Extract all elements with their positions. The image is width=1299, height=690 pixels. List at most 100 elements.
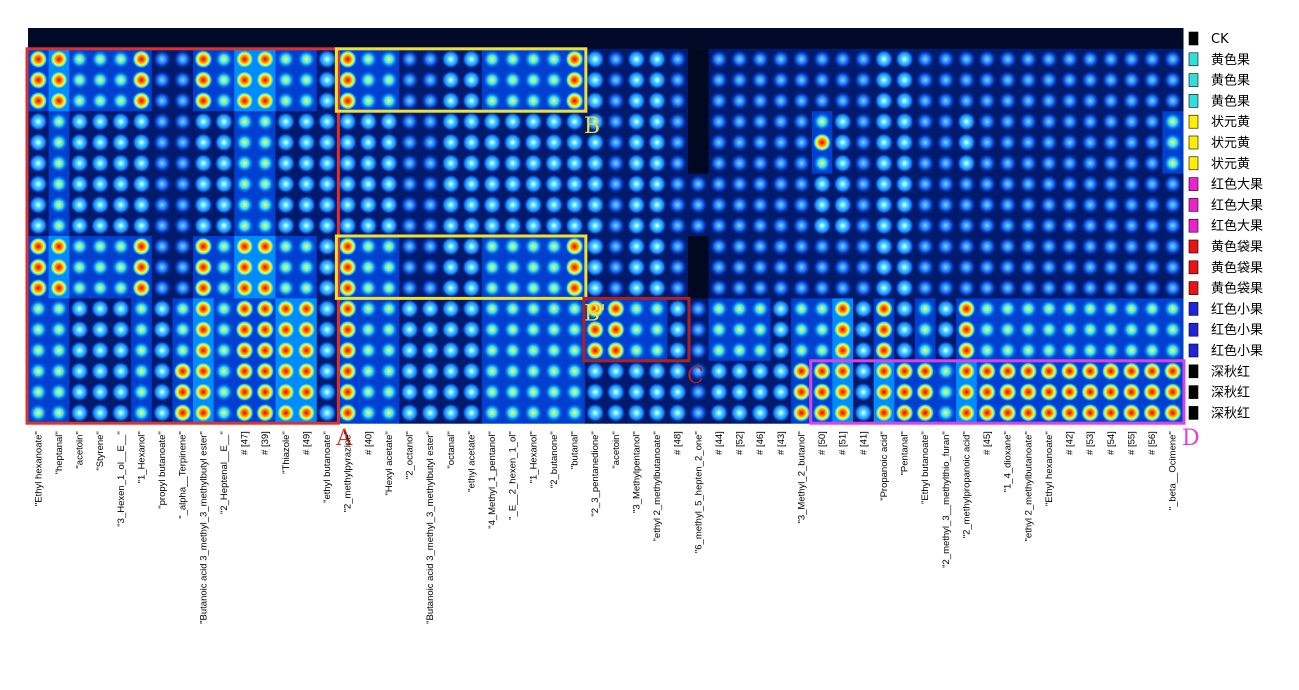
heatmap-spot [400, 361, 419, 381]
heatmap-spot [936, 112, 956, 131]
heatmap-spot [647, 257, 667, 277]
heatmap-spot [977, 341, 997, 360]
heatmap-spot [90, 299, 110, 319]
heatmap-spot [379, 112, 399, 131]
heatmap-spot [585, 133, 605, 152]
heatmap-spot [689, 382, 708, 402]
column-label: "2_methylpropanoic acid" [961, 431, 972, 538]
heatmap-spot [338, 299, 357, 319]
heatmap-spot [1142, 299, 1162, 319]
heatmap-spot [915, 174, 935, 194]
heatmap-spot [606, 237, 626, 256]
row-legend-label: 深秋红 [1211, 405, 1250, 421]
heatmap-spot [317, 70, 337, 90]
heatmap-spot [915, 257, 935, 277]
heatmap-spot [1122, 112, 1141, 131]
heatmap-spot [730, 257, 749, 277]
heatmap-spot [998, 91, 1017, 111]
heatmap-spot [709, 361, 729, 381]
heatmap-spot [194, 382, 213, 402]
heatmap-spot [998, 133, 1017, 152]
heatmap-spot [792, 216, 811, 235]
heatmap-spot [70, 70, 89, 90]
column-label: "Hexyl acetate" [384, 431, 395, 495]
heatmap-spot [792, 237, 811, 256]
heatmap-spot [957, 278, 976, 298]
column-label: # [46] [755, 431, 766, 455]
heatmap-spot [750, 91, 770, 111]
heatmap-spot [647, 216, 667, 235]
heatmap-spot [255, 382, 275, 402]
heatmap-spot [255, 299, 275, 319]
heatmap-spot [606, 153, 626, 173]
heatmap-spot [792, 49, 811, 69]
heatmap-spot [1101, 237, 1121, 256]
heatmap-spot [194, 216, 213, 235]
heatmap-spot [1039, 257, 1059, 277]
heatmap-spot [915, 153, 935, 173]
heatmap-spot [585, 299, 605, 319]
heatmap-spot [730, 133, 749, 152]
heatmap-spot [482, 278, 502, 298]
heatmap-spot [854, 112, 873, 131]
heatmap-spot [359, 341, 378, 360]
heatmap-spot [400, 91, 419, 111]
heatmap-cell [976, 28, 998, 50]
heatmap-spot [111, 403, 131, 423]
column-label: "1_Hexanol" [528, 431, 539, 483]
column-label: # [40] [363, 431, 374, 455]
heatmap-spot [771, 278, 791, 298]
heatmap-spot [647, 133, 667, 152]
heatmap-cell [791, 28, 813, 50]
heatmap-spot [359, 174, 378, 194]
heatmap-spot [503, 278, 522, 298]
heatmap-spot [668, 216, 687, 235]
heatmap-spot [730, 237, 749, 256]
heatmap-spot [606, 403, 626, 423]
heatmap-spot [750, 133, 770, 152]
heatmap-spot [565, 112, 584, 131]
heatmap-spot [1060, 382, 1079, 402]
heatmap-spot [194, 257, 213, 277]
heatmap-spot [462, 237, 481, 256]
heatmap-spot [915, 361, 935, 381]
heatmap-spot [214, 112, 234, 131]
heatmap-spot [1060, 257, 1079, 277]
heatmap-spot [957, 216, 976, 235]
heatmap-spot [957, 195, 976, 215]
heatmap-spot [1060, 112, 1079, 131]
heatmap-spot [627, 195, 646, 215]
heatmap-spot [400, 278, 419, 298]
heatmap-spot [317, 112, 337, 131]
heatmap-spot [1019, 278, 1038, 298]
heatmap-spot [276, 299, 296, 319]
heatmap-spot [359, 70, 378, 90]
heatmap-spot [70, 257, 89, 277]
heatmap-spot [29, 403, 48, 423]
row-legend-label: 黄色袋果 [1211, 239, 1263, 255]
heatmap-spot [977, 49, 997, 69]
heatmap-spot [462, 70, 481, 90]
heatmap-spot [854, 195, 873, 215]
heatmap-spot [152, 91, 172, 111]
heatmap-spot [173, 278, 192, 298]
column-label: "2_octanol" [405, 431, 416, 479]
heatmap-spot [606, 195, 626, 215]
heatmap-spot [235, 237, 254, 256]
heatmap-spot [297, 133, 316, 152]
heatmap-spot [359, 133, 378, 152]
heatmap-cell [1162, 28, 1184, 50]
heatmap-spot [606, 49, 626, 69]
heatmap-spot [998, 237, 1017, 256]
heatmap-spot [627, 133, 646, 152]
heatmap-spot [627, 49, 646, 69]
heatmap-spot [544, 320, 564, 339]
heatmap-spot [400, 382, 419, 402]
heatmap-spot [977, 195, 997, 215]
heatmap-spot [1142, 341, 1162, 360]
heatmap-spot [668, 278, 687, 298]
heatmap-spot [132, 320, 151, 339]
heatmap-spot [503, 195, 522, 215]
heatmap-spot [132, 403, 151, 423]
heatmap-spot [854, 91, 873, 111]
